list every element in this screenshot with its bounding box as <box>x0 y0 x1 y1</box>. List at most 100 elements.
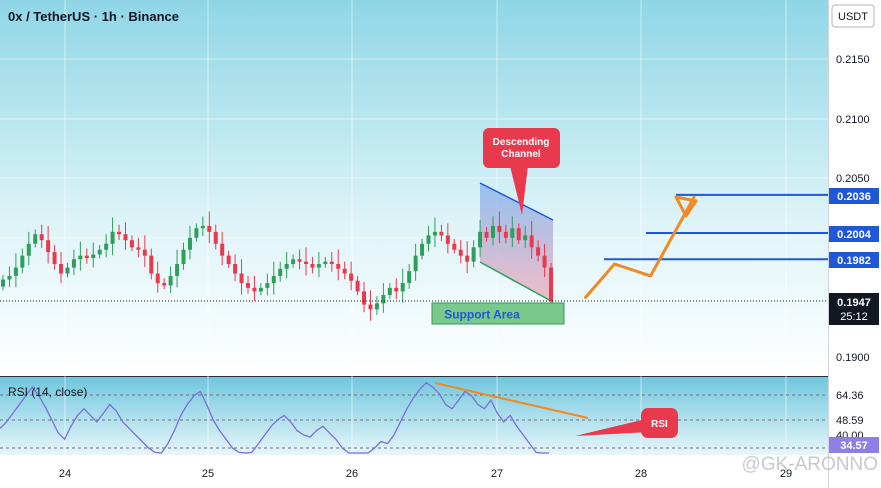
level-lines <box>604 193 828 261</box>
candle-body <box>523 235 528 241</box>
time-tick: 28 <box>635 468 647 480</box>
candle-body <box>13 267 18 276</box>
candle-body <box>97 249 102 255</box>
time-axis: 24 25 26 27 28 29 <box>59 468 792 480</box>
watermark: @GK-ARONNO <box>742 454 878 475</box>
price-tick: 0.2150 <box>836 54 870 66</box>
candle-body <box>213 231 218 244</box>
support-area: Support Area <box>431 302 565 325</box>
time-tick: 25 <box>202 468 214 480</box>
level-badges: 0.2036 0.2004 0.1982 0.1947 25:12 <box>829 188 879 325</box>
grid <box>0 0 828 455</box>
candle-body <box>220 243 225 256</box>
candle-body <box>368 304 373 310</box>
candle-body <box>117 231 122 235</box>
rsi-callout: RSI <box>575 408 678 438</box>
candle-body <box>252 287 257 292</box>
candle-body <box>478 231 483 248</box>
candle-body <box>394 287 399 292</box>
rsi-current-badge: 34.57 <box>840 440 868 452</box>
chart-title: 0x / TetherUS · 1h · Binance <box>8 9 179 24</box>
price-tick: 0.2100 <box>836 114 870 126</box>
rsi-pane-background <box>0 377 828 455</box>
candle-body <box>271 275 276 284</box>
candle-body <box>91 254 96 259</box>
rsi-line <box>0 381 549 454</box>
callout-line-2: Channel <box>501 149 541 160</box>
candle-body <box>278 268 283 276</box>
current-price-badge: 0.1947 <box>837 297 871 309</box>
channel-lower-line <box>479 261 554 303</box>
candle-body <box>104 243 109 250</box>
candle-body <box>484 231 489 238</box>
candle-body <box>39 234 44 241</box>
candle-body <box>46 240 51 253</box>
time-tick: 29 <box>780 468 792 480</box>
candle-body <box>355 280 360 292</box>
candle-body <box>1 279 5 287</box>
descending-channel-callout: Descending Channel <box>483 128 560 215</box>
candle-body <box>503 231 508 238</box>
countdown-badge: 25:12 <box>840 311 868 323</box>
level-badge: 0.1982 <box>837 255 871 267</box>
candle-body <box>245 283 250 288</box>
candle-body <box>316 264 321 268</box>
candle-body <box>26 243 31 256</box>
candle-body <box>329 261 334 265</box>
candle-body <box>71 259 76 268</box>
candle-body <box>310 264 315 268</box>
level-badge: 0.2004 <box>837 229 872 241</box>
candle-body <box>123 234 128 241</box>
candle-body <box>136 247 141 250</box>
candle-body <box>426 235 431 244</box>
rsi-tick: 48.59 <box>836 415 864 427</box>
candle-body <box>65 267 70 274</box>
time-tick: 26 <box>346 468 358 480</box>
candle-body <box>465 255 470 262</box>
candle-body <box>387 287 392 296</box>
candle-body <box>374 303 379 310</box>
candle-body <box>336 264 341 269</box>
candle-body <box>432 231 437 236</box>
candle-body <box>59 264 64 274</box>
rsi-title: RSI (14, close) <box>8 385 87 399</box>
price-axis-background <box>828 0 881 488</box>
candle-body <box>84 255 89 259</box>
candle-body <box>226 255 231 265</box>
candle-body <box>471 247 476 262</box>
price-axis: USDT 0.2150 0.2100 0.2050 0.1900 <box>831 4 875 364</box>
rsi-tick: 64.36 <box>836 390 864 402</box>
projection-arrowhead <box>674 195 698 218</box>
candle-body <box>187 237 192 250</box>
candle-body <box>129 240 134 248</box>
candle-body <box>497 225 502 232</box>
candle-body <box>516 228 521 241</box>
candle-body <box>452 243 457 250</box>
candle-body <box>7 275 12 280</box>
candle-body <box>323 261 328 265</box>
candle-body <box>149 255 154 274</box>
descending-channel <box>479 182 554 303</box>
candles <box>1 211 553 321</box>
candle-body <box>20 255 25 268</box>
candle-body <box>407 271 412 284</box>
candle-body <box>510 228 515 238</box>
candle-body <box>194 228 199 238</box>
rsi-trendline <box>434 382 589 419</box>
candle-body <box>536 247 541 256</box>
candle-body <box>490 225 495 238</box>
support-area-label: Support Area <box>444 308 520 322</box>
candle-body <box>445 235 450 244</box>
candle-body <box>413 255 418 272</box>
candle-body <box>33 234 38 244</box>
candle-body <box>162 283 167 286</box>
candle-body <box>155 273 160 284</box>
candle-body <box>284 264 289 269</box>
time-tick: 24 <box>59 468 71 480</box>
candle-body <box>439 231 444 236</box>
rsi-pane: RSI (14, close) 64.36 48.59 40.00 34.57 <box>0 381 879 454</box>
candle-body <box>142 249 147 256</box>
candle-body <box>400 283 405 292</box>
candle-body <box>297 259 302 262</box>
